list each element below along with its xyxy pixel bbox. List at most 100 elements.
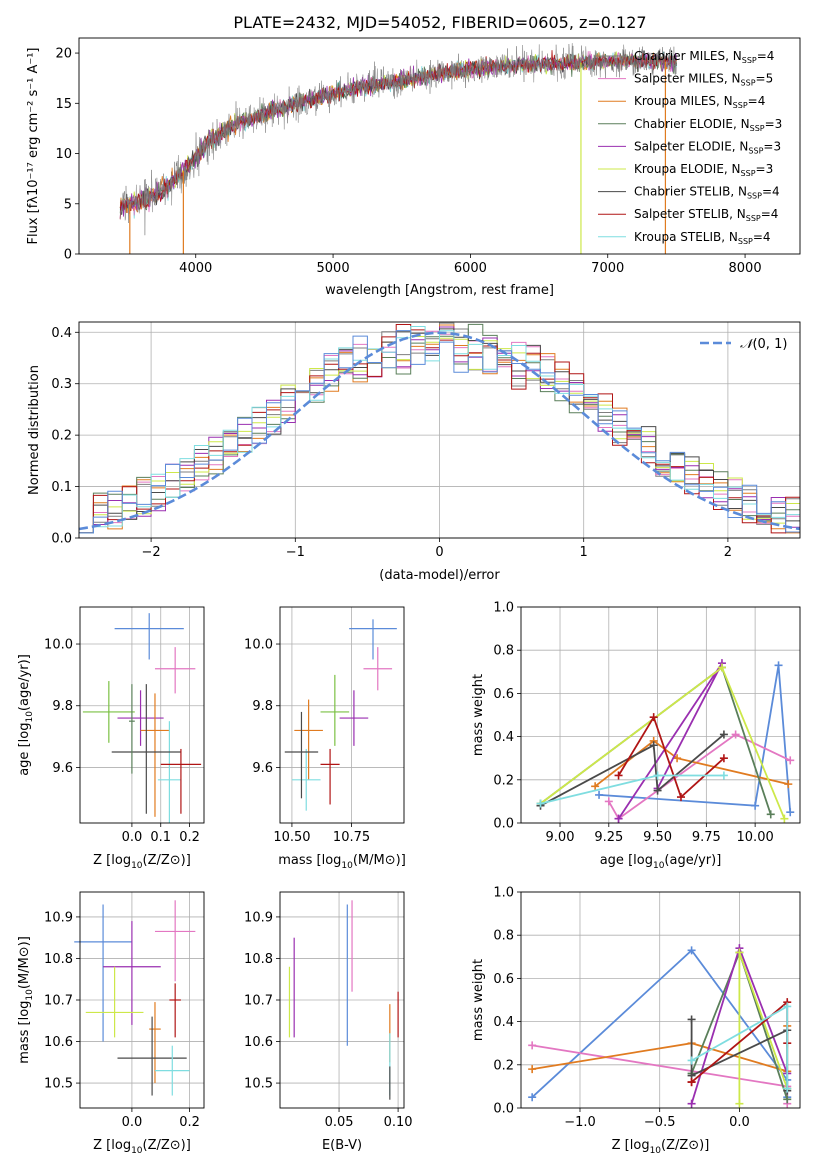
legend-label-sub: SSP <box>746 214 761 223</box>
mass-vs-ebv-panel: 0.05 0.10 10.5 10.6 10.7 10.8 10.9 E(B-V) <box>244 891 413 1153</box>
weight-line <box>540 733 725 807</box>
weight-marker <box>735 948 744 957</box>
y-axis-label: mass [log10(M/M⊙)] <box>17 936 35 1064</box>
legend-label-tail: =4 <box>748 94 766 108</box>
y-tick-label: 1.0 <box>493 601 514 616</box>
y-tick-label: 0.4 <box>493 1015 514 1030</box>
x-tick-label: −0.5 <box>644 1115 676 1130</box>
x-tick-label: −1 <box>286 545 305 560</box>
weight-marker <box>766 810 775 819</box>
x-axis-label: E(B-V) <box>322 1138 362 1153</box>
x-label-main: Z [log <box>93 853 131 868</box>
weight-marker <box>676 793 685 802</box>
weight-marker <box>774 661 783 670</box>
legend-label: Kroupa ELODIE, NSSP=3 <box>634 162 773 178</box>
error-bar <box>117 1016 187 1096</box>
x-label-sub: 10 <box>131 1146 143 1156</box>
y-tick-label: 10.6 <box>244 1035 273 1050</box>
x-tick-label: 8000 <box>729 261 762 276</box>
legend-label-main: Kroupa MILES, N <box>634 94 733 108</box>
x-label-main: Z [log <box>612 1138 650 1153</box>
y-tick-label: 10.8 <box>244 952 273 967</box>
y-axis-label: mass weight <box>471 959 486 1041</box>
legend-label-tail: =4 <box>762 185 780 199</box>
error-bar <box>154 900 196 982</box>
error-bar <box>154 647 196 694</box>
weight-marker <box>528 1093 537 1102</box>
residuals-panel: −2 −1 0 1 2 0.0 0.1 0.2 0.3 0.4 (data-model)/error… <box>27 321 801 583</box>
y-tick-label: 0.8 <box>493 644 514 659</box>
x-label-sub: 10 <box>653 861 665 871</box>
x-tick-label: 0.2 <box>179 830 200 845</box>
x-tick-label: 9.75 <box>692 830 721 845</box>
x-label-sub: 10 <box>341 861 353 871</box>
y-tick-label: 0.0 <box>493 817 514 832</box>
legend-label-tail: =3 <box>765 117 783 131</box>
x-tick-label: 0.0 <box>122 830 143 845</box>
legend-label-tail: =3 <box>763 139 781 153</box>
weight-lines <box>528 944 792 1108</box>
weight-marker <box>731 730 740 739</box>
weight-marker <box>595 790 604 799</box>
legend-label: 𝒩(0, 1) <box>740 337 787 352</box>
legend-label-tail: =4 <box>757 49 775 63</box>
spectrum-panel: 4000 5000 6000 7000 8000 0 5 10 15 20 wavelength [… <box>26 37 801 298</box>
weight-marker <box>786 756 795 765</box>
weight-marker <box>687 946 696 955</box>
legend-label: Chabrier MILES, NSSP=4 <box>634 49 774 65</box>
legend-label-main: Salpeter STELIB, N <box>634 207 746 221</box>
weight-marker <box>653 771 662 780</box>
x-tick-label: −2 <box>142 545 161 560</box>
legend-label-rest: (0, 1) <box>752 337 787 352</box>
weight-marker <box>780 814 789 823</box>
y-tick-label: 10.9 <box>44 910 73 925</box>
y-tick-label: 0.2 <box>493 773 514 788</box>
x-label-main: age [log <box>600 853 653 868</box>
error-bars <box>284 619 397 811</box>
plot-frame <box>79 891 205 1109</box>
error-bars <box>74 900 196 1096</box>
x-tick-label: 7000 <box>591 261 624 276</box>
y-tick-label: 9.6 <box>52 761 73 776</box>
y-label-sub: 10 <box>25 711 35 723</box>
weight-marker <box>687 1015 696 1024</box>
x-tick-label: 10.00 <box>737 830 774 845</box>
x-tick-label: 6000 <box>454 261 487 276</box>
y-tick-label: 9.8 <box>52 699 73 714</box>
weight-marker <box>786 808 795 817</box>
x-tick-label: 0.2 <box>179 1115 200 1130</box>
x-label-main: Z [log <box>93 1138 131 1153</box>
legend-label: Chabrier STELIB, NSSP=4 <box>634 185 780 201</box>
x-label-tail: (age/yr)] <box>664 853 721 868</box>
weight-line <box>617 715 725 799</box>
y-tick-label: 5 <box>64 197 72 212</box>
y-label-tail: (age/yr)] <box>17 654 32 711</box>
weight-marker <box>735 1099 744 1108</box>
y-tick-label: 0.0 <box>493 1102 514 1117</box>
error-bar <box>149 1002 161 1084</box>
error-bar <box>320 674 350 746</box>
legend-label-main: Salpeter MILES, N <box>634 72 741 86</box>
x-label-tail: (Z/Z⊙)] <box>661 1138 709 1153</box>
weight-vs-age-panel: 9.00 9.25 9.50 9.75 10.00 0.0 0.2 0.4 0.6 0.8 1.0 a… <box>471 601 801 871</box>
x-tick-label: 9.25 <box>594 830 623 845</box>
error-bar <box>74 904 132 1042</box>
error-bar <box>339 690 369 746</box>
error-bar <box>140 693 170 817</box>
plot-frame <box>279 606 405 824</box>
y-label-main: age [log <box>17 723 32 776</box>
weight-marker <box>783 1002 792 1011</box>
weight-marker <box>719 730 728 739</box>
plot-frame <box>79 606 205 824</box>
y-tick-label: 0.1 <box>51 480 72 495</box>
error-bars <box>82 613 202 823</box>
weight-marker <box>687 1099 696 1108</box>
y-tick-label: 0.3 <box>51 377 72 392</box>
error-bar <box>363 647 393 691</box>
y-axis-label: mass weight <box>471 674 486 756</box>
legend-label-main: Chabrier MILES, N <box>634 49 742 63</box>
error-bar <box>129 684 135 774</box>
x-tick-label: 5000 <box>317 261 350 276</box>
legend-label-sub: SSP <box>742 56 757 65</box>
